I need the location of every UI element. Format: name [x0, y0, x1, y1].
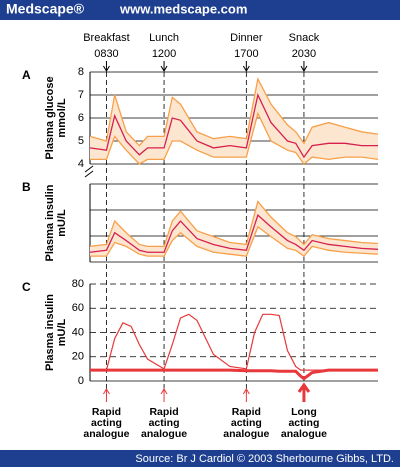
meal-arrow: [242, 61, 250, 72]
dose-arrow: [242, 388, 250, 402]
annotation: analogue: [281, 428, 327, 440]
meal-arrow: [103, 61, 110, 72]
panel-letter: A: [22, 68, 31, 82]
y-axis-label: mU/L: [56, 209, 68, 237]
y-axis-label: Plasma insulin: [44, 294, 56, 371]
meal-label: Dinner: [230, 32, 263, 44]
y-tick-label: 80: [72, 278, 84, 290]
panel-letter: C: [22, 280, 31, 294]
annotation: acting: [288, 417, 319, 429]
meal-time: 1700: [234, 48, 258, 60]
y-axis-label: Plasma insulin: [44, 184, 56, 261]
meal-time: 0830: [94, 48, 118, 60]
annotation: acting: [149, 417, 180, 429]
y-tick-label: 6: [78, 112, 84, 124]
range-line: [90, 225, 379, 258]
dose-arrow: [297, 382, 311, 402]
meal-time: 1200: [152, 48, 176, 60]
annotation: analogue: [141, 428, 187, 440]
range-line: [89, 76, 379, 147]
series-line: [90, 368, 378, 381]
meal-time: 2030: [292, 48, 316, 60]
annotation: Rapid: [149, 406, 178, 418]
y-tick-label: 8: [78, 66, 84, 78]
range-line: [89, 200, 379, 248]
y-tick-label: 60: [72, 302, 84, 314]
series-line: [90, 313, 378, 371]
meal-arrow: [300, 61, 308, 72]
panel-letter: B: [22, 180, 31, 194]
y-tick-label: 20: [72, 351, 84, 363]
y-tick-label: 0: [78, 375, 84, 387]
dose-arrow: [103, 388, 110, 402]
meal-label: Snack: [289, 32, 320, 44]
y-tick-label: 5: [78, 135, 84, 147]
y-axis-label: mmol/L: [56, 98, 68, 137]
y-axis-label: Plasma glucose: [44, 76, 56, 159]
brand: Medscape®: [6, 1, 85, 17]
y-axis-label: mU/L: [56, 318, 68, 346]
url: www.medscape.com: [119, 1, 247, 16]
dose-arrow: [160, 388, 168, 402]
range-line: [90, 111, 379, 165]
annotation: Rapid: [92, 406, 121, 418]
annotation: analogue: [223, 428, 269, 440]
annotation: acting: [231, 417, 262, 429]
annotation: acting: [91, 417, 122, 429]
footer-bar: [0, 450, 400, 467]
y-tick-label: 7: [78, 89, 84, 101]
header-bar: [0, 0, 400, 20]
series-line: [89, 93, 378, 159]
annotation: Long: [291, 406, 317, 418]
series-line: [89, 214, 379, 253]
axis-break: [84, 165, 94, 178]
annotation: Rapid: [232, 406, 261, 418]
footer: Source: Br J Cardiol © 2003 Sherbourne G…: [135, 453, 394, 465]
y-tick-label: 40: [72, 326, 84, 338]
annotation: analogue: [83, 428, 129, 440]
meal-label: Lunch: [149, 32, 179, 44]
y-tick-label: 4: [78, 158, 84, 170]
meal-label: Breakfast: [83, 32, 129, 44]
range-band: [90, 78, 378, 164]
meal-arrow: [160, 61, 168, 72]
